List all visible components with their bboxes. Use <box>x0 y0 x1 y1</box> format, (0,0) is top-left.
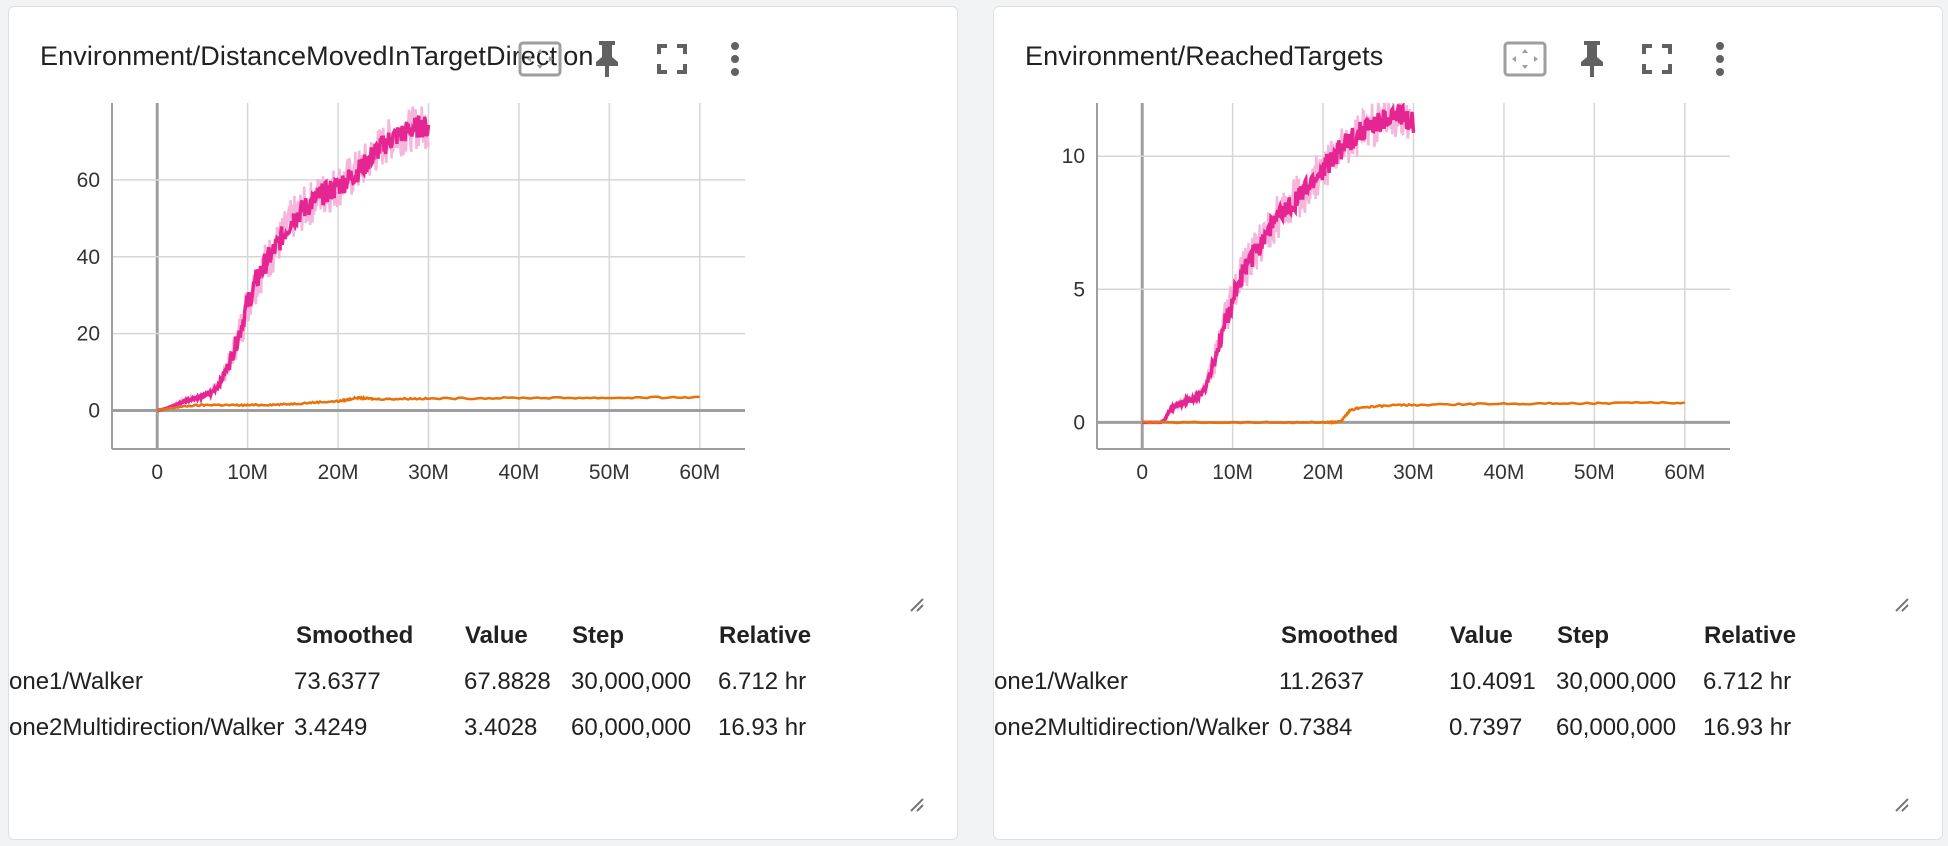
table-row[interactable]: one2Multidirection/Walker 0.7384 0.7397 … <box>994 705 1861 751</box>
x-tick-label: 30M <box>1393 461 1434 484</box>
fit-domain-icon <box>1503 41 1547 77</box>
fit-domain-button[interactable] <box>516 35 564 83</box>
step-cell: 30,000,000 <box>1556 668 1677 695</box>
smoothed-cell: 11.2637 <box>1279 668 1364 695</box>
run-name-cell: one1/Walker <box>994 668 1128 695</box>
run-name-cell: one1/Walker <box>9 668 143 695</box>
pin-button[interactable] <box>1568 35 1616 83</box>
smoothed-cell: 73.6377 <box>294 668 381 695</box>
relative-cell: 6.712 hr <box>718 668 807 695</box>
resize-handle-icon[interactable] <box>909 797 925 813</box>
series-line-run1[interactable] <box>1142 103 1416 425</box>
fullscreen-button[interactable] <box>648 35 696 83</box>
fit-domain-button[interactable] <box>1501 35 1549 83</box>
fullscreen-icon <box>657 44 687 74</box>
column-header-smoothed: Smoothed <box>296 622 414 649</box>
smoothed-cell: 3.4249 <box>294 714 368 741</box>
table-header-row: Smoothed Value Step Relative <box>9 613 876 659</box>
fit-domain-icon <box>518 41 562 77</box>
table-row[interactable]: one2Multidirection/Walker 3.4249 3.4028 … <box>9 705 876 751</box>
column-header-run <box>994 613 1271 659</box>
value-cell: 0.7397 <box>1449 714 1523 741</box>
column-header-value: Value <box>465 622 528 649</box>
data-table: Smoothed Value Step Relative one1/Walker… <box>994 613 1861 751</box>
series-raw-line <box>156 106 430 412</box>
column-header-relative: Relative <box>719 622 812 649</box>
line-chart[interactable]: 0 10M 20M 30M 40M 50M 60M 0 20 40 60 <box>9 103 958 573</box>
x-tick-label: 20M <box>318 461 359 484</box>
x-tick-label: 40M <box>1483 461 1524 484</box>
data-table: Smoothed Value Step Relative one1/Walker… <box>9 613 876 751</box>
relative-cell: 16.93 hr <box>1703 714 1792 741</box>
column-header-step: Step <box>572 622 625 649</box>
pin-button[interactable] <box>583 35 631 83</box>
resize-handle-icon[interactable] <box>909 597 925 613</box>
smoothed-cell: 0.7384 <box>1279 714 1353 741</box>
series-raw-line <box>1142 103 1415 424</box>
series-line-run2[interactable] <box>1142 400 1686 426</box>
x-tick-label: 20M <box>1303 461 1344 484</box>
y-tick-label: 60 <box>77 169 100 192</box>
value-cell: 3.4028 <box>464 714 538 741</box>
more-options-button[interactable] <box>1696 35 1744 83</box>
column-header-step: Step <box>1557 622 1610 649</box>
more-vert-icon <box>731 42 739 76</box>
x-tick-label: 0 <box>151 461 163 484</box>
series-line-run2[interactable] <box>157 394 700 412</box>
card-title: Environment/ReachedTargets <box>1025 41 1384 71</box>
column-header-run <box>9 613 286 659</box>
y-tick-label: 5 <box>1073 278 1085 301</box>
y-tick-label: 0 <box>88 400 100 423</box>
column-header-smoothed: Smoothed <box>1281 622 1399 649</box>
line-chart[interactable]: 0 10M 20M 30M 40M 50M 60M 0 5 10 <box>994 103 1943 573</box>
step-cell: 60,000,000 <box>571 714 692 741</box>
y-tick-label: 0 <box>1073 411 1085 434</box>
fullscreen-icon <box>1642 44 1672 74</box>
step-cell: 60,000,000 <box>1556 714 1677 741</box>
y-tick-label: 40 <box>77 246 100 269</box>
x-tick-label: 60M <box>679 461 720 484</box>
series-line-run1[interactable] <box>156 115 431 413</box>
more-options-button[interactable] <box>711 35 759 83</box>
run-name-cell: one2Multidirection/Walker <box>9 714 285 741</box>
table-row[interactable]: one1/Walker 11.2637 10.4091 30,000,000 6… <box>994 659 1861 705</box>
relative-cell: 6.712 hr <box>1703 668 1792 695</box>
x-tick-label: 30M <box>408 461 449 484</box>
more-vert-icon <box>1716 42 1724 76</box>
y-tick-label: 20 <box>77 323 100 346</box>
pin-icon <box>1581 41 1603 77</box>
x-tick-label: 50M <box>1574 461 1615 484</box>
card-title: Environment/DistanceMovedInTargetDirecti… <box>40 41 594 71</box>
scalar-card-reached-targets: Environment/ReachedTargets 0 10M 20M 30M 40M… <box>993 6 1943 840</box>
fullscreen-button[interactable] <box>1633 35 1681 83</box>
table-header-row: Smoothed Value Step Relative <box>994 613 1861 659</box>
x-tick-label: 60M <box>1664 461 1705 484</box>
resize-handle-icon[interactable] <box>1894 797 1910 813</box>
x-tick-label: 50M <box>589 461 630 484</box>
x-tick-label: 10M <box>227 461 268 484</box>
run-name-cell: one2Multidirection/Walker <box>994 714 1270 741</box>
x-tick-label: 0 <box>1136 461 1148 484</box>
relative-cell: 16.93 hr <box>718 714 807 741</box>
x-tick-label: 10M <box>1212 461 1253 484</box>
scalar-card-distance: Environment/DistanceMovedInTargetDirecti… <box>8 6 958 840</box>
column-header-value: Value <box>1450 622 1513 649</box>
pin-icon <box>596 41 618 77</box>
column-header-relative: Relative <box>1704 622 1797 649</box>
value-cell: 67.8828 <box>464 668 551 695</box>
step-cell: 30,000,000 <box>571 668 692 695</box>
resize-handle-icon[interactable] <box>1894 597 1910 613</box>
value-cell: 10.4091 <box>1449 668 1536 695</box>
y-tick-label: 10 <box>1062 145 1085 168</box>
table-row[interactable]: one1/Walker 73.6377 67.8828 30,000,000 6… <box>9 659 876 705</box>
x-tick-label: 40M <box>498 461 539 484</box>
